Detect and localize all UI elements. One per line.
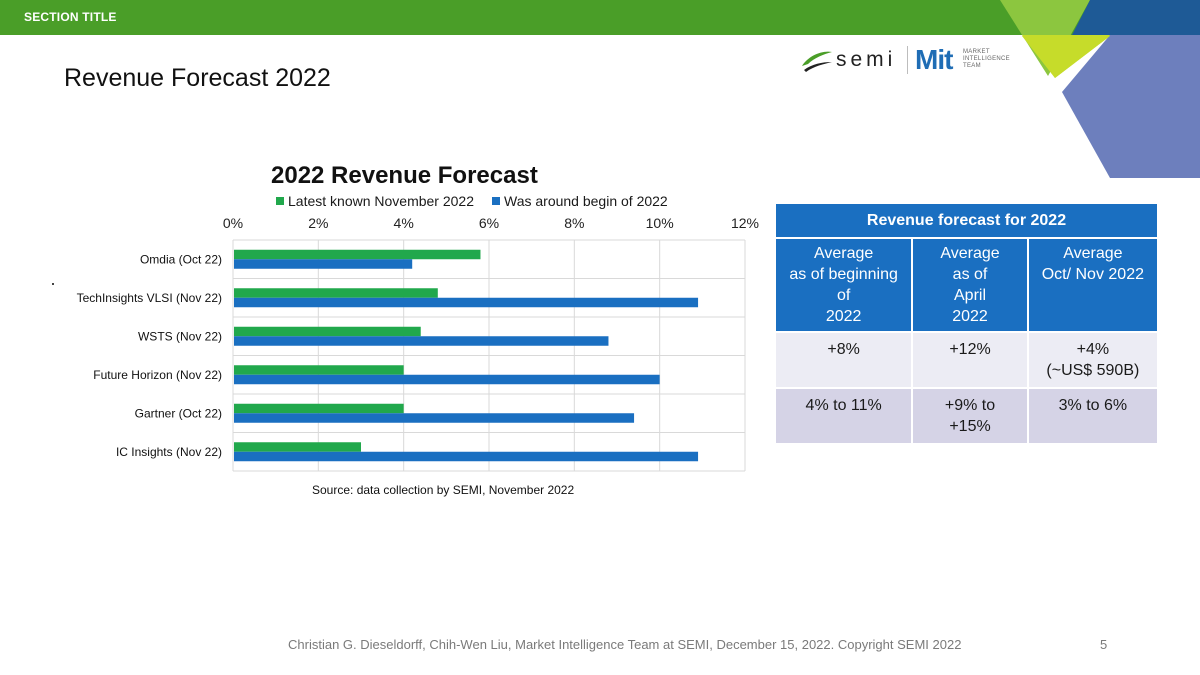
table-cell-line: Oct/ Nov 2022 <box>1041 266 1144 283</box>
table-cell-line: 4% to 11% <box>805 397 882 414</box>
table-cell: +12% <box>911 331 1029 389</box>
logo-mit-text: Mit <box>915 44 953 75</box>
bar-latest <box>234 249 481 260</box>
footer-text: Christian G. Dieseldorff, Chih-Wen Liu, … <box>288 637 962 652</box>
table-cell-line: as of <box>952 266 988 283</box>
legend-item-latest: Latest known November 2022 <box>276 193 474 209</box>
stray-dot <box>52 283 54 285</box>
logo-divider <box>907 46 908 74</box>
table-cell-line: Average <box>813 245 874 262</box>
x-tick-label: 6% <box>479 215 499 231</box>
table-header-octnov: Average Oct/ Nov 2022 <box>1026 237 1160 333</box>
table-cell-line: 2022 <box>952 308 988 325</box>
bar-begin <box>234 413 635 423</box>
bar-latest <box>234 326 421 337</box>
x-tick-label: 8% <box>564 215 584 231</box>
category-label: Future Horizon (Nov 22) <box>93 368 222 382</box>
table-cell-line: Average <box>940 245 1000 262</box>
table-cell-line: +15% <box>949 418 991 435</box>
table-cell: 3% to 6% <box>1026 387 1160 445</box>
logo-semi-text: semi <box>836 48 897 71</box>
chart-title: 2022 Revenue Forecast <box>271 162 538 189</box>
table-cell-line: +9% to <box>944 397 996 414</box>
table-header-april: Average as of April 2022 <box>911 237 1029 333</box>
deco-purple-shape <box>1062 35 1200 178</box>
bar-chart: 0% 2% 4% 6% 8% 10% 12% Omdia (Oct 22) TechInsigh… <box>77 215 759 472</box>
table-cell: +8% <box>773 331 914 389</box>
table-cell-line: April <box>954 287 987 304</box>
bar-latest <box>234 288 438 298</box>
table-cell: 4% to 11% <box>773 387 914 445</box>
table-cell-line: (~US$ 590B) <box>1046 362 1140 379</box>
x-tick-label: 4% <box>394 215 414 231</box>
category-label: IC Insights (Nov 22) <box>116 445 222 459</box>
category-label: Omdia (Oct 22) <box>140 252 222 266</box>
bar-begin <box>234 374 660 385</box>
category-label: WSTS (Nov 22) <box>138 329 222 343</box>
table-row-average: +8% +12% +4% (~US$ 590B) <box>773 331 1160 389</box>
legend-swatch-blue <box>492 197 500 205</box>
deco-lime-triangle <box>1022 36 1110 78</box>
bar-begin <box>234 336 609 346</box>
table-cell: +4% (~US$ 590B) <box>1026 331 1160 389</box>
deco-lime-shape <box>1022 35 1200 78</box>
semi-mit-logo: semi Mit MARKET INTELLIGENCE TEAM <box>800 44 1020 78</box>
chart-source: Source: data collection by SEMI, Novembe… <box>312 483 575 497</box>
bar-latest <box>234 442 361 452</box>
table-header-beginning: Average as of beginning of 2022 <box>773 237 914 333</box>
table-cell-line: of <box>836 287 851 304</box>
slide-title: Revenue Forecast 2022 <box>64 64 331 92</box>
category-label: TechInsights VLSI (Nov 22) <box>77 291 222 305</box>
bar-begin <box>234 259 413 269</box>
legend-swatch-green <box>276 197 284 205</box>
table-cell-line: +8% <box>827 341 860 358</box>
bar-latest <box>234 403 404 414</box>
table-cell-line: +12% <box>949 341 991 358</box>
x-tick-label: 2% <box>308 215 328 231</box>
bar-latest <box>234 365 404 375</box>
chart-legend: Latest known November 2022 Was around be… <box>276 193 668 209</box>
table-cell-line: +4% <box>1076 341 1110 358</box>
x-tick-label: 0% <box>223 215 243 231</box>
section-title: SECTION TITLE <box>24 10 117 24</box>
table-cell: +9% to +15% <box>911 387 1029 445</box>
category-label: Gartner (Oct 22) <box>135 406 222 420</box>
table-cell-line: Average <box>1063 245 1123 262</box>
table-cell-line: 3% to 6% <box>1058 397 1128 414</box>
legend-label-begin: Was around begin of 2022 <box>504 193 668 209</box>
table-cell-line: as of beginning <box>789 266 898 283</box>
legend-item-begin: Was around begin of 2022 <box>492 193 668 209</box>
forecast-table: Revenue forecast for 2022 Average as of b… <box>773 202 1160 445</box>
legend-label-latest: Latest known November 2022 <box>288 193 474 209</box>
bar-begin <box>234 451 699 462</box>
table-cell-line: 2022 <box>825 308 862 325</box>
x-tick-label: 10% <box>646 215 674 231</box>
semi-swoosh-icon <box>802 51 832 72</box>
x-tick-label: 12% <box>731 215 759 231</box>
logo-mit-caption: MARKET INTELLIGENCE TEAM <box>963 49 1010 69</box>
table-row-range: 4% to 11% +9% to +15% 3% to 6% <box>773 387 1160 445</box>
bar-begin <box>234 297 699 308</box>
page-number: 5 <box>1100 637 1108 652</box>
top-bar: SECTION TITLE <box>0 0 1200 35</box>
table-title: Revenue forecast for 2022 <box>774 202 1159 239</box>
